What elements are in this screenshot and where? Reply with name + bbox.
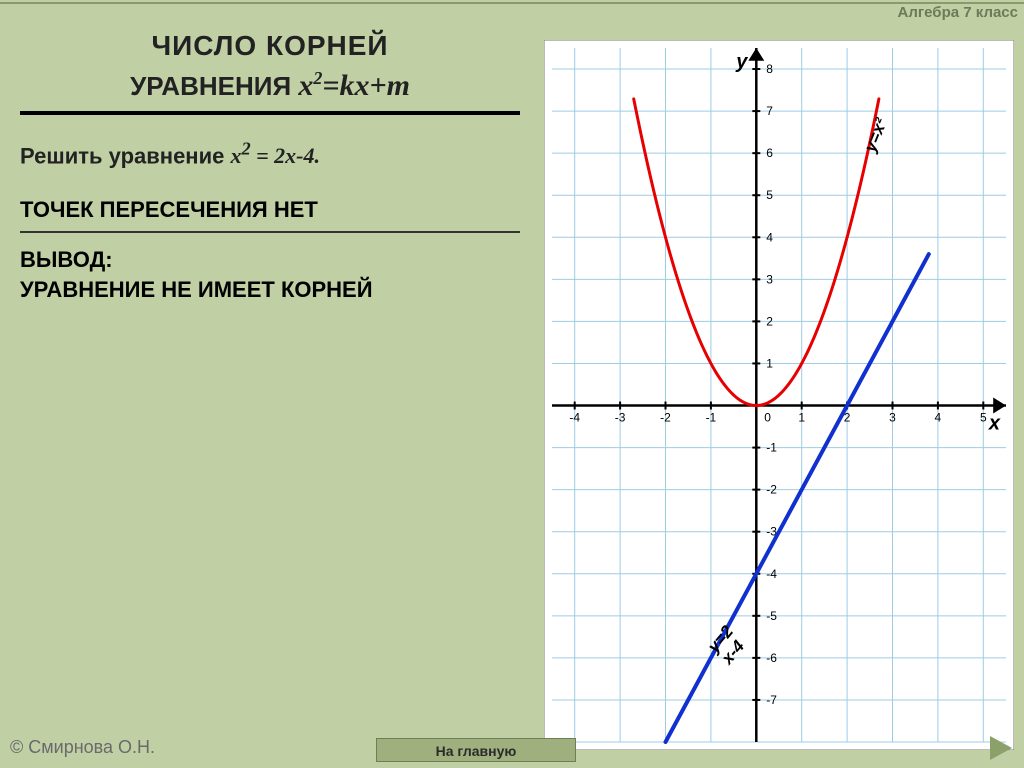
title-underline <box>20 111 520 115</box>
section-underline <box>20 231 520 233</box>
no-intersection: ТОЧЕК ПЕРЕСЕЧЕНИЯ НЕТ <box>20 197 520 223</box>
title-equation: x2=kx+m <box>298 69 410 102</box>
svg-text:-5: -5 <box>766 609 777 623</box>
svg-text:3: 3 <box>889 411 896 425</box>
svg-text:4: 4 <box>935 411 942 425</box>
task-equation: x2 = 2x-4. <box>230 143 320 168</box>
svg-text:-2: -2 <box>766 483 777 497</box>
svg-text:6: 6 <box>766 146 773 160</box>
svg-text:2: 2 <box>766 314 773 328</box>
title-line2: УРАВНЕНИЯ x2=kx+m <box>20 68 520 103</box>
svg-text:-1: -1 <box>706 411 717 425</box>
left-panel: ЧИСЛО КОРНЕЙ УРАВНЕНИЯ x2=kx+m Решить ур… <box>20 30 520 303</box>
svg-text:-4: -4 <box>569 411 580 425</box>
svg-text:-1: -1 <box>766 441 777 455</box>
svg-text:5: 5 <box>980 411 987 425</box>
next-button[interactable] <box>990 736 1012 760</box>
svg-text:4: 4 <box>766 230 773 244</box>
coordinate-chart: -4-3-2-112345-7-6-5-4-3-2-1123456780xyy=… <box>544 40 1014 750</box>
title-line2-prefix: УРАВНЕНИЯ <box>130 71 291 101</box>
svg-text:y: y <box>735 51 748 73</box>
task-prefix: Решить уравнение <box>20 143 230 168</box>
svg-text:3: 3 <box>766 272 773 286</box>
conclusion-body: УРАВНЕНИЕ НЕ ИМЕЕТ КОРНЕЙ <box>20 277 520 303</box>
svg-text:5: 5 <box>766 188 773 202</box>
header-divider <box>0 2 1024 4</box>
svg-text:-2: -2 <box>660 411 671 425</box>
svg-text:-4: -4 <box>766 567 777 581</box>
svg-text:7: 7 <box>766 104 773 118</box>
task-line: Решить уравнение x2 = 2x-4. <box>20 139 520 169</box>
copyright: © Смирнова О.Н. <box>10 737 155 758</box>
home-button[interactable]: На главную <box>376 738 576 762</box>
svg-text:1: 1 <box>798 411 805 425</box>
title-line1: ЧИСЛО КОРНЕЙ <box>20 30 520 62</box>
svg-text:0: 0 <box>764 411 771 425</box>
header-subject: Алгебра 7 класс <box>898 4 1018 21</box>
svg-text:-3: -3 <box>615 411 626 425</box>
svg-text:1: 1 <box>766 356 773 370</box>
svg-text:-6: -6 <box>766 651 777 665</box>
svg-text:8: 8 <box>766 62 773 76</box>
svg-text:-7: -7 <box>766 693 777 707</box>
svg-text:x: x <box>988 413 1001 435</box>
conclusion-head: ВЫВОД: <box>20 247 520 273</box>
